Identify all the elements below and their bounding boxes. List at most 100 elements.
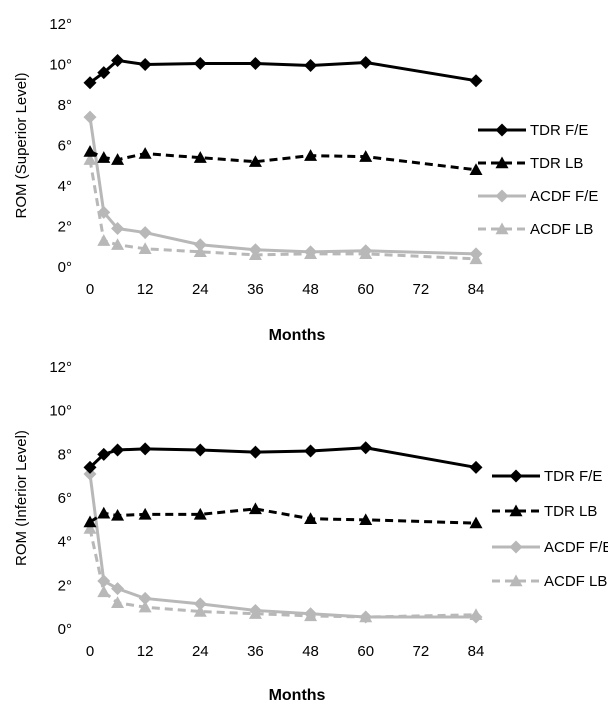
data-point-diamond (138, 58, 152, 71)
y-tick-label: 6° (58, 490, 72, 507)
y-tick-label: 2° (58, 577, 72, 594)
legend-label: TDR LB (544, 503, 597, 520)
data-point-diamond (138, 442, 152, 456)
y-tick-label: 10° (49, 57, 72, 74)
data-point-triangle (509, 504, 523, 517)
data-point-triangle (138, 147, 152, 159)
legend-label: TDR LB (530, 155, 583, 172)
superior-level-chart: 0° 2° 4° 6° 8° 10° 12° 0 12 24 36 48 60 72 84 Months ROM… (13, 16, 598, 344)
data-point-triangle (111, 153, 125, 165)
y-tick-label: 12° (49, 16, 72, 33)
data-point-triangle (469, 608, 483, 621)
y-tick-label: 10° (49, 403, 72, 420)
data-point-triangle (83, 522, 97, 534)
data-point-diamond (97, 574, 111, 588)
y-tick-label: 8° (58, 446, 72, 463)
x-tick-label: 84 (468, 643, 485, 660)
series-line (89, 507, 477, 525)
data-point-diamond (469, 74, 483, 88)
data-point-diamond (495, 189, 509, 203)
legend-label: ACDF F/E (530, 188, 598, 205)
legend: TDR F/E TDR LB ACDF F/E ACDF LB (478, 122, 598, 238)
legend-item: TDR F/E (478, 122, 588, 139)
x-axis-title: Months (269, 687, 326, 704)
data-point-diamond (111, 443, 125, 457)
data-point-triangle (248, 502, 262, 515)
y-tick-label: 0° (58, 621, 72, 638)
data-point-diamond (509, 540, 523, 554)
x-axis-title: Months (269, 327, 326, 344)
data-point-triangle (509, 574, 523, 587)
y-tick-label: 4° (58, 178, 72, 195)
data-point-triangle (97, 506, 111, 519)
x-tick-label: 60 (357, 643, 374, 660)
x-tick-label: 48 (302, 643, 319, 660)
data-point-triangle (469, 516, 483, 529)
series-line (88, 528, 477, 619)
legend-item: TDR F/E (492, 468, 602, 485)
data-point-diamond (495, 123, 509, 137)
data-point-triangle (83, 145, 97, 157)
data-point-diamond (359, 441, 373, 455)
data-point-diamond (111, 222, 125, 236)
y-tick-label: 6° (58, 138, 72, 155)
y-axis-title: ROM (Inferior Level) (13, 430, 30, 566)
x-tick-label: 84 (468, 281, 485, 298)
y-tick-label: 8° (58, 97, 72, 114)
data-point-triangle (359, 150, 373, 162)
legend-item: TDR LB (478, 155, 583, 172)
data-point-diamond (359, 55, 373, 69)
series-tdr-lb (83, 502, 483, 529)
data-point-triangle (359, 610, 373, 623)
series-acdf-f-e (83, 110, 483, 261)
legend-label: ACDF F/E (544, 539, 608, 556)
data-point-diamond (193, 56, 207, 70)
legend-label: TDR F/E (544, 468, 602, 485)
data-point-diamond (193, 238, 207, 252)
data-point-triangle (193, 605, 207, 617)
series-line (88, 159, 477, 261)
y-tick-label: 4° (58, 534, 72, 551)
data-point-triangle (193, 151, 207, 163)
data-point-triangle (304, 609, 318, 622)
data-point-triangle (138, 600, 152, 613)
data-point-triangle (304, 149, 318, 161)
legend-item: ACDF LB (478, 221, 593, 238)
data-point-diamond (97, 447, 111, 461)
series-acdf-lb (83, 153, 483, 265)
data-point-triangle (193, 245, 207, 258)
y-axis-title: ROM (Superior Level) (13, 73, 30, 219)
x-tick-label: 12 (137, 281, 154, 298)
legend-label: ACDF LB (530, 221, 593, 238)
data-point-diamond (83, 76, 97, 90)
x-tick-label: 36 (247, 643, 264, 660)
data-point-triangle (97, 234, 111, 246)
data-point-triangle (83, 515, 97, 528)
y-tick-label: 0° (58, 259, 72, 276)
x-tick-label: 12 (137, 643, 154, 660)
data-point-triangle (469, 163, 483, 175)
data-point-diamond (193, 597, 207, 611)
x-tick-label: 24 (192, 281, 209, 298)
data-point-diamond (248, 56, 262, 70)
data-point-triangle (111, 238, 125, 250)
x-tick-label: 0 (86, 281, 94, 298)
data-point-triangle (248, 155, 262, 167)
y-tick-label: 12° (49, 359, 72, 376)
data-point-triangle (248, 248, 262, 261)
x-tick-label: 0 (86, 643, 94, 660)
data-point-triangle (495, 222, 509, 235)
data-point-triangle (359, 247, 373, 260)
x-tick-label: 24 (192, 643, 209, 660)
data-point-triangle (359, 513, 373, 526)
data-point-triangle (304, 247, 318, 260)
data-point-triangle (83, 153, 97, 165)
legend-item: ACDF F/E (478, 188, 598, 205)
legend-label: ACDF LB (544, 573, 607, 590)
data-point-triangle (138, 507, 152, 520)
data-point-triangle (304, 512, 318, 524)
data-point-triangle (138, 242, 152, 254)
x-tick-label: 48 (302, 281, 319, 298)
data-point-diamond (83, 110, 97, 124)
data-point-diamond (248, 445, 262, 459)
